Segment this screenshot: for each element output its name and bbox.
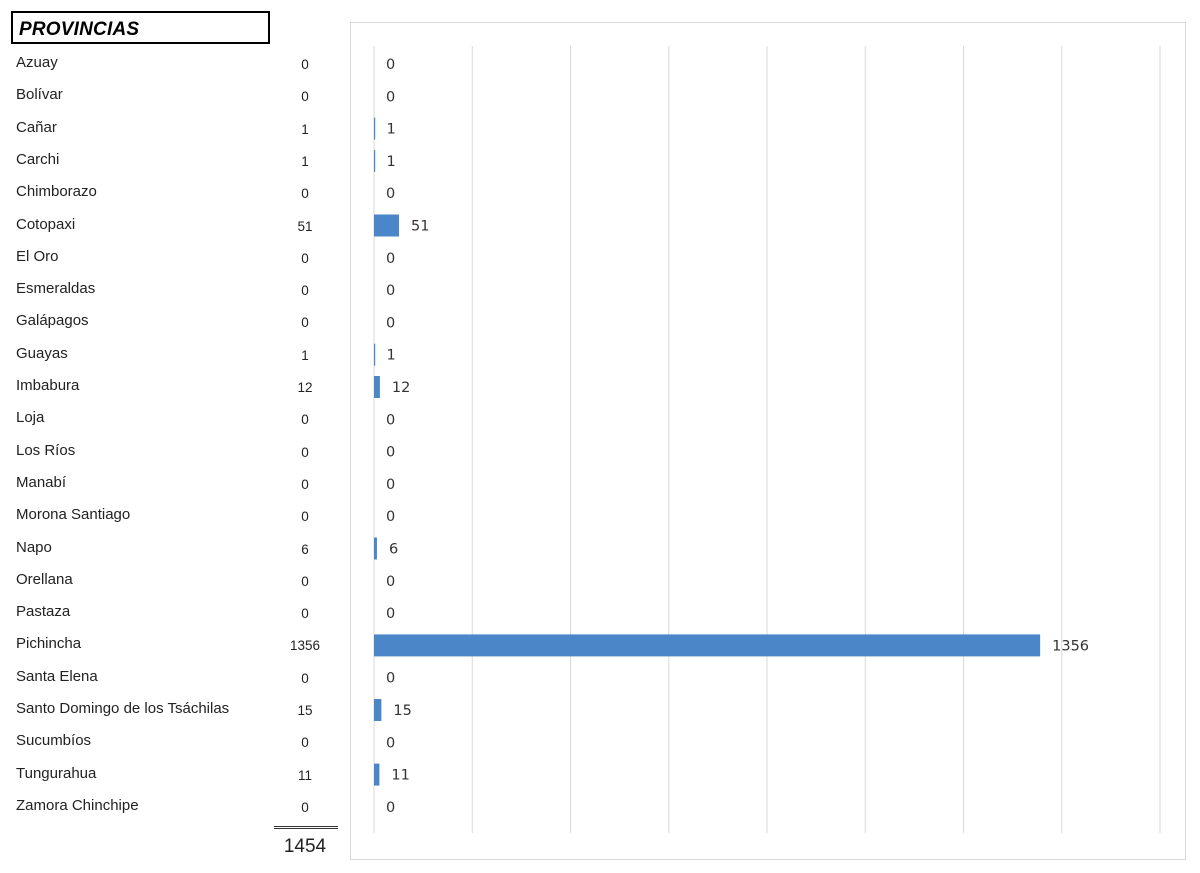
province-count: 15	[297, 703, 313, 718]
province-count: 11	[297, 767, 312, 783]
data-label: 0	[386, 315, 395, 331]
province-count: 0	[301, 670, 309, 686]
province-name: Sucumbíos	[16, 732, 92, 750]
province-count: 0	[301, 315, 309, 331]
data-label: 1356	[1052, 638, 1089, 654]
data-label: 1	[386, 348, 395, 364]
bar	[374, 117, 376, 140]
data-label: 0	[386, 574, 395, 590]
province-name: Orellana	[16, 570, 73, 588]
header-label: PROVINCIAS	[19, 19, 140, 40]
data-label: 0	[386, 509, 395, 525]
province-count: 1	[301, 121, 309, 137]
province-count: 0	[301, 412, 309, 428]
province-name: Carchi	[16, 150, 60, 168]
data-label: 0	[386, 477, 395, 493]
data-label: 1	[386, 122, 395, 138]
province-name: Pichincha	[16, 635, 82, 653]
province-count: 1	[301, 153, 309, 169]
province-count: 0	[301, 799, 309, 815]
province-count: 0	[301, 186, 309, 202]
province-name: Santa Elena	[16, 667, 98, 685]
province-name: Bolívar	[16, 86, 63, 104]
province-name: Napo	[16, 538, 52, 556]
province-count: 1356	[289, 638, 321, 654]
data-label: 0	[386, 671, 395, 687]
data-label: 12	[392, 380, 410, 396]
province-name: Esmeraldas	[16, 280, 96, 298]
total-value: 1454	[283, 836, 327, 857]
data-label: 0	[386, 412, 395, 428]
bar	[374, 149, 376, 172]
province-name: Los Ríos	[16, 441, 76, 459]
data-label: 0	[386, 57, 395, 73]
data-label: 1	[386, 154, 395, 170]
province-count: 0	[301, 476, 309, 492]
province-name: Loja	[16, 409, 45, 427]
province-count: 0	[301, 283, 309, 299]
province-count: 1	[301, 347, 309, 363]
bar	[374, 343, 376, 366]
data-label: 0	[386, 89, 395, 105]
province-name: Pastaza	[16, 603, 71, 621]
data-label: 0	[386, 251, 395, 267]
province-count: 0	[301, 573, 309, 589]
province-count: 0	[301, 606, 309, 622]
data-label: 0	[386, 186, 395, 202]
bar	[374, 634, 1041, 657]
province-name: El Oro	[16, 247, 59, 265]
data-label: 0	[386, 283, 395, 299]
province-count: 0	[301, 250, 309, 266]
province-name: Tungurahua	[16, 764, 97, 782]
province-name: Morona Santiago	[16, 506, 131, 524]
data-label: 0	[386, 445, 395, 461]
province-name: Imbabura	[16, 377, 80, 394]
province-count: 51	[297, 218, 313, 234]
province-count: 0	[301, 89, 309, 105]
province-name: Galápagos	[16, 312, 89, 330]
data-label: 15	[393, 703, 411, 719]
data-label: 6	[389, 542, 398, 558]
province-name: Cotopaxi	[16, 215, 76, 233]
province-name: Guayas	[16, 344, 68, 362]
data-label: 51	[411, 219, 429, 235]
province-count: 0	[301, 509, 309, 525]
province-name: Cañar	[16, 118, 57, 136]
province-count: 12	[297, 380, 313, 395]
province-name: Zamora Chinchipe	[16, 796, 139, 814]
data-label: 0	[386, 800, 395, 816]
bar	[374, 699, 382, 721]
data-label: 0	[386, 606, 395, 622]
data-label: 0	[386, 735, 395, 751]
data-label: 11	[391, 768, 409, 784]
province-count: 0	[301, 444, 309, 460]
province-count: 6	[301, 541, 309, 557]
bar	[374, 376, 380, 398]
table-header: PROVINCIAS	[11, 11, 270, 44]
chart-frame	[350, 22, 1186, 860]
province-name: Azuay	[16, 54, 58, 71]
province-name: Manabí	[16, 473, 67, 491]
province-count: 0	[301, 57, 309, 72]
province-name: Chimborazo	[16, 183, 97, 201]
total-rule	[274, 826, 338, 829]
bar	[374, 763, 380, 786]
province-count: 0	[301, 735, 309, 751]
province-name: Santo Domingo de los Tsáchilas	[16, 700, 230, 717]
bar	[374, 214, 400, 237]
bar	[374, 537, 377, 560]
